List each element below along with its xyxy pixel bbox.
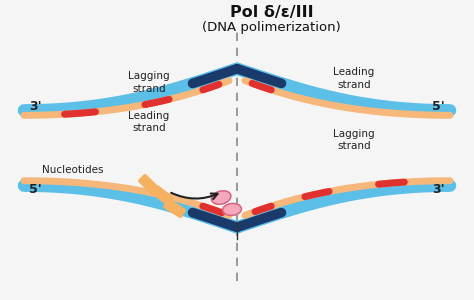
Ellipse shape xyxy=(211,191,231,204)
FancyBboxPatch shape xyxy=(138,174,160,196)
FancyBboxPatch shape xyxy=(163,199,186,218)
Text: Leading
strand: Leading strand xyxy=(128,111,169,134)
Text: Lagging
strand: Lagging strand xyxy=(128,71,170,94)
Text: (DNA polimerization): (DNA polimerization) xyxy=(202,21,341,34)
FancyBboxPatch shape xyxy=(151,185,174,206)
Text: 3': 3' xyxy=(29,100,42,113)
Text: 5': 5' xyxy=(432,100,445,113)
Text: 5': 5' xyxy=(29,183,42,196)
Text: Pol δ/ε/III: Pol δ/ε/III xyxy=(230,5,313,20)
Ellipse shape xyxy=(223,203,241,215)
Text: 3': 3' xyxy=(432,183,445,196)
Text: Leading
strand: Leading strand xyxy=(333,68,374,90)
Text: Lagging
strand: Lagging strand xyxy=(333,129,375,151)
Text: Nucleotides: Nucleotides xyxy=(42,165,103,175)
